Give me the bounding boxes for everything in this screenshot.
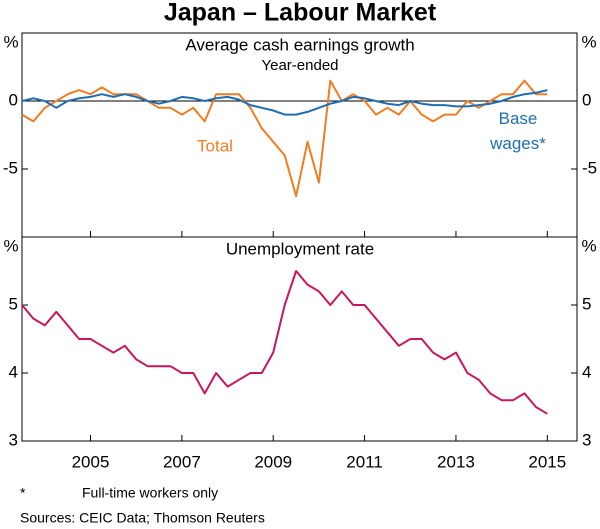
panel-subtitle: Year-ended (261, 57, 338, 74)
y2-unit: % (581, 32, 596, 51)
y-tick-label: 4 (9, 362, 18, 381)
y2-tick-label: 5 (582, 294, 591, 313)
y-unit: % (3, 236, 18, 255)
x-tick-label: 2011 (346, 452, 383, 471)
y2-unit: % (581, 236, 596, 255)
panel-title: Unemployment rate (226, 239, 374, 258)
x-tick-label: 2005 (72, 452, 110, 471)
y2-tick-label: -5 (582, 158, 597, 177)
x-tick-label: 2013 (437, 452, 475, 471)
x-tick-label: 2009 (254, 452, 292, 471)
y2-tick-label: 0 (582, 90, 591, 109)
panel-title: Average cash earnings growth (185, 35, 414, 54)
y2-tick-label: 3 (582, 430, 591, 449)
series-label: Total (197, 136, 233, 155)
series-line (21, 79, 548, 198)
series-line (21, 89, 548, 116)
series-line (21, 270, 548, 415)
chart-title: Japan – Labour Market (164, 0, 437, 27)
y-unit: % (3, 32, 18, 51)
x-tick-label: 2015 (528, 452, 566, 471)
footnote: Full-time workers only (82, 485, 218, 501)
footnote-mark: * (20, 485, 26, 501)
panel-frame (21, 236, 578, 442)
y-tick-label: 3 (9, 430, 18, 449)
y-tick-label: -5 (3, 158, 18, 177)
series-label: Base wages* (489, 109, 546, 153)
sources: Sources: CEIC Data; Thomson Reuters (20, 510, 265, 526)
y-tick-label: 0 (9, 90, 18, 109)
y2-tick-label: 4 (582, 362, 591, 381)
x-tick-label: 2007 (163, 452, 201, 471)
y-tick-label: 5 (9, 294, 18, 313)
